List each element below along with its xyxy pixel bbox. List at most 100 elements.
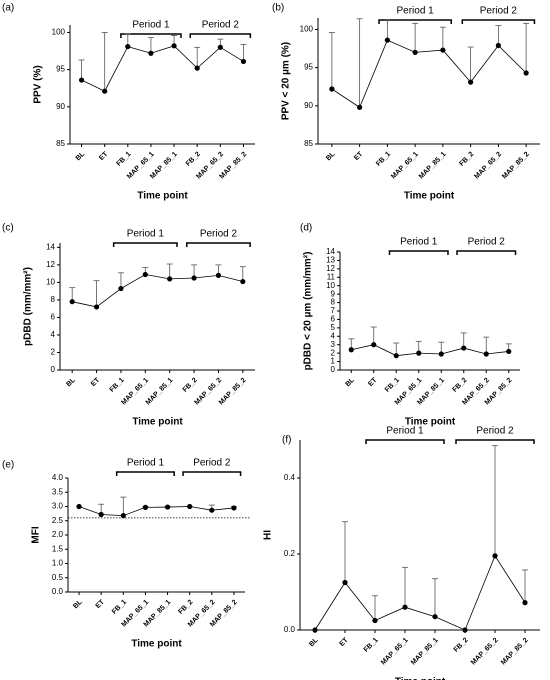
x-axis-title: Time point <box>404 191 455 202</box>
x-axis-title: Time point <box>131 639 182 650</box>
y-tick-label: 1.5 <box>52 544 64 553</box>
data-point <box>329 86 335 92</box>
y-tick-label: 9 <box>331 289 336 298</box>
period-bracket <box>461 19 536 24</box>
data-point <box>440 47 446 53</box>
y-axis-title: PPV < 20 µm (%) <box>281 42 292 120</box>
x-tick-label: ET <box>338 636 350 648</box>
y-tick-label: 10 <box>326 281 335 290</box>
x-axis-title: Time point <box>132 417 183 428</box>
x-tick-label: ET <box>353 150 365 162</box>
period-label: Period 1 <box>400 237 438 248</box>
y-tick-label: 2 <box>331 348 336 357</box>
data-point <box>102 88 108 94</box>
period-label: Period 1 <box>386 426 424 437</box>
data-point <box>393 353 399 359</box>
data-point <box>215 272 222 279</box>
x-tick-label: FB_1 <box>384 377 401 394</box>
y-axis-title: HI <box>263 530 274 540</box>
y-tick-label: 90 <box>56 102 65 111</box>
x-tick-label: BL <box>75 150 87 162</box>
x-tick-label: MAP_85_1 <box>418 151 448 181</box>
y-tick-label: 7 <box>331 306 336 315</box>
data-point <box>416 350 422 356</box>
data-point <box>217 44 223 50</box>
data-point <box>191 275 197 281</box>
y-tick-label: 4 <box>51 330 56 339</box>
data-line <box>72 274 243 308</box>
period-bracket <box>378 19 452 24</box>
y-tick-label: 0 <box>51 365 56 374</box>
x-tick-label: BL <box>308 636 320 648</box>
x-tick-label: FB_1 <box>115 151 132 168</box>
y-tick-label: 1 <box>331 357 336 366</box>
y-tick-label: 10 <box>46 278 55 287</box>
y-tick-label: 3.0 <box>52 502 64 511</box>
x-tick-label: FB_2 <box>182 377 199 394</box>
y-tick-label: 0.2 <box>284 549 296 558</box>
data-point <box>402 604 408 610</box>
y-tick-label: 12 <box>46 260 55 269</box>
data-point <box>371 342 377 348</box>
period-label: Period 2 <box>202 20 240 31</box>
y-tick-label: 0.0 <box>52 587 64 596</box>
x-tick-label: BL <box>325 150 337 162</box>
panel-label: (b) <box>272 3 284 14</box>
period-bracket <box>455 439 535 444</box>
period-bracket <box>456 250 517 255</box>
data-point <box>462 627 468 633</box>
data-point <box>231 505 237 511</box>
period-label: Period 1 <box>132 20 170 31</box>
period-label: Period 2 <box>200 229 238 240</box>
y-tick-label: 85 <box>56 139 65 148</box>
y-axis-title: MFI <box>31 526 42 543</box>
y-tick-label: 95 <box>56 65 65 74</box>
period-label: Period 2 <box>193 458 231 469</box>
period-label: Period 1 <box>127 229 165 240</box>
data-point <box>432 614 438 620</box>
data-point <box>495 42 501 49</box>
panel-label: (e) <box>2 460 14 471</box>
data-point <box>120 513 126 519</box>
data-point <box>412 49 418 55</box>
data-point <box>209 507 215 513</box>
data-point <box>194 65 200 71</box>
x-tick-label: FB_1 <box>111 599 128 616</box>
period-label: Period 2 <box>468 237 506 248</box>
period-label: Period 2 <box>476 426 514 437</box>
data-point <box>118 285 124 292</box>
panel-label: (f) <box>282 435 291 446</box>
y-tick-label: 1.0 <box>52 559 64 568</box>
y-tick-label: 8 <box>51 295 56 304</box>
data-line <box>78 506 234 517</box>
y-tick-label: 3.5 <box>52 487 64 496</box>
x-tick-label: FB_2 <box>458 151 475 168</box>
data-point <box>348 347 354 353</box>
y-tick-label: 2 <box>51 348 56 357</box>
data-point <box>78 77 85 83</box>
y-tick-label: 0.0 <box>284 625 296 634</box>
data-point <box>483 351 489 357</box>
x-tick-label: ET <box>95 598 107 610</box>
data-point <box>142 504 149 510</box>
y-tick-label: 6 <box>331 315 336 324</box>
period-label: Period 1 <box>127 458 165 469</box>
x-tick-label: FB_1 <box>109 377 126 394</box>
x-tick-label: BL <box>65 376 77 388</box>
data-line <box>351 344 509 357</box>
x-tick-label: MAP_65_2 <box>470 637 500 667</box>
data-point <box>372 617 378 624</box>
data-point <box>312 627 318 633</box>
period-bracket <box>112 242 178 247</box>
period-bracket <box>189 33 252 38</box>
y-tick-label: 12 <box>326 264 335 273</box>
data-point <box>240 278 246 285</box>
x-tick-label: ET <box>90 376 102 388</box>
x-tick-label: MAP_85_2 <box>501 151 531 181</box>
y-tick-label: 100 <box>52 28 66 37</box>
x-tick-label: FB_2 <box>177 599 194 616</box>
data-point <box>125 43 131 50</box>
data-point <box>522 600 528 606</box>
y-tick-label: 3 <box>331 340 336 349</box>
